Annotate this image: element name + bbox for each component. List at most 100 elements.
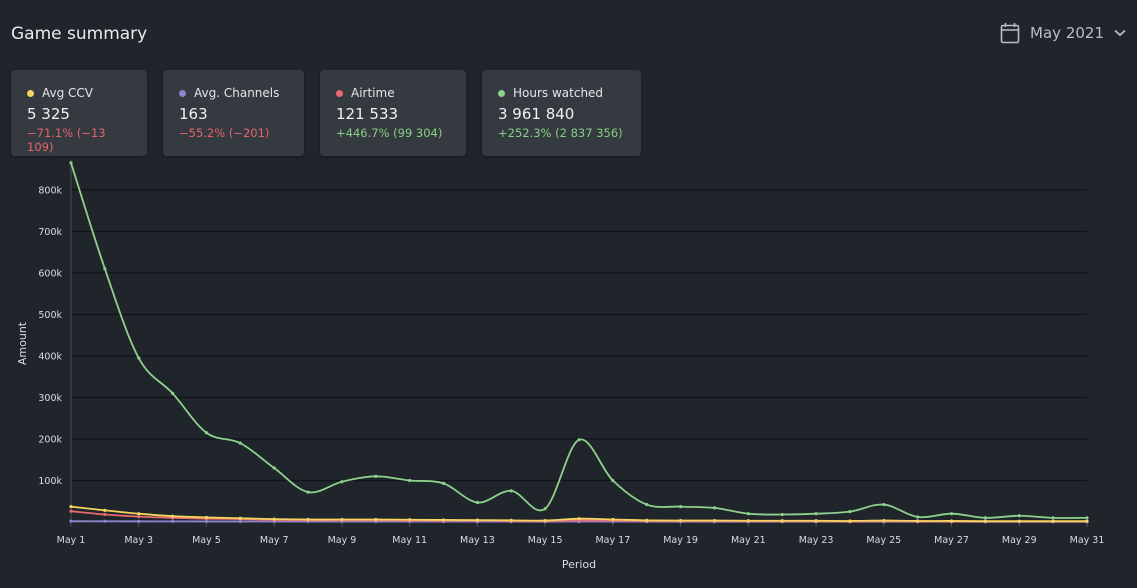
data-point[interactable]: [611, 517, 615, 522]
series-line: [69, 161, 1089, 520]
data-point[interactable]: [238, 516, 242, 520]
data-point[interactable]: [1017, 514, 1021, 518]
y-tick-label: 500k: [38, 310, 62, 321]
data-point[interactable]: [204, 431, 209, 435]
data-point[interactable]: [103, 508, 107, 512]
data-point[interactable]: [645, 518, 649, 522]
data-point[interactable]: [1051, 516, 1055, 520]
card-delta: +446.7% (99 304): [336, 126, 443, 140]
data-point[interactable]: [441, 481, 446, 485]
data-point[interactable]: [272, 466, 276, 470]
data-point[interactable]: [137, 519, 141, 523]
calendar-icon: [1000, 23, 1020, 44]
card-avg-ccv: Avg CCV 5 325 −71.1% (−13 109): [11, 70, 147, 156]
card-value: 5 325: [27, 105, 70, 123]
data-point[interactable]: [103, 519, 107, 523]
data-point[interactable]: [103, 512, 107, 517]
data-point[interactable]: [103, 267, 107, 271]
data-point[interactable]: [814, 512, 818, 516]
period-label[interactable]: May 2021: [1030, 24, 1104, 42]
x-axis-title: Period: [562, 558, 596, 571]
card-value: 121 533: [336, 105, 399, 123]
data-point[interactable]: [509, 489, 513, 493]
data-point[interactable]: [137, 515, 141, 519]
data-point[interactable]: [340, 480, 344, 484]
data-point[interactable]: [374, 517, 378, 522]
y-tick-label: 600k: [38, 268, 62, 279]
data-point[interactable]: [306, 490, 310, 494]
data-point[interactable]: [69, 519, 73, 523]
y-tick-label: 200k: [38, 434, 62, 445]
x-tick-label: May 29: [1002, 535, 1037, 546]
data-point[interactable]: [69, 505, 73, 509]
data-point[interactable]: [441, 518, 446, 522]
data-point[interactable]: [204, 515, 209, 520]
data-point[interactable]: [1085, 516, 1089, 520]
x-tick-label: May 1: [57, 535, 86, 546]
data-point[interactable]: [577, 438, 581, 442]
data-point[interactable]: [408, 478, 412, 483]
data-point[interactable]: [475, 500, 479, 505]
data-point[interactable]: [814, 519, 818, 523]
data-point[interactable]: [780, 519, 784, 523]
data-point[interactable]: [916, 519, 920, 523]
card-label: Avg CCV: [42, 86, 94, 100]
data-point[interactable]: [272, 517, 276, 521]
data-point[interactable]: [1017, 519, 1021, 523]
card-value: 3 961 840: [498, 105, 575, 123]
y-tick-label: 100k: [38, 476, 62, 487]
card-hours-watched: Hours watched 3 961 840 +252.3% (2 837 3…: [482, 70, 641, 156]
data-point[interactable]: [1051, 519, 1055, 523]
data-point[interactable]: [848, 519, 852, 523]
series-line: [69, 505, 1089, 523]
data-point[interactable]: [238, 441, 242, 445]
data-point[interactable]: [882, 502, 886, 507]
data-point[interactable]: [69, 161, 73, 165]
data-point[interactable]: [408, 518, 412, 522]
data-point[interactable]: [171, 514, 175, 518]
data-point[interactable]: [475, 518, 479, 522]
data-point[interactable]: [543, 518, 547, 523]
data-point[interactable]: [983, 516, 988, 520]
grid-lines: [71, 189, 1087, 482]
data-point[interactable]: [577, 517, 581, 521]
data-point[interactable]: [171, 519, 175, 523]
x-tick-label: May 13: [460, 535, 495, 546]
x-tick-label: May 21: [731, 535, 766, 546]
data-point[interactable]: [306, 517, 310, 522]
data-point[interactable]: [780, 512, 784, 517]
data-point[interactable]: [137, 356, 141, 360]
data-point[interactable]: [983, 519, 988, 523]
data-point[interactable]: [204, 519, 209, 524]
data-point[interactable]: [543, 507, 547, 511]
y-tick-label: 700k: [38, 227, 62, 238]
period-selector[interactable]: May 2021: [1000, 22, 1126, 44]
data-point[interactable]: [69, 509, 73, 513]
card-delta: −71.1% (−13 109): [27, 126, 106, 154]
data-point[interactable]: [712, 506, 717, 510]
data-point[interactable]: [949, 512, 954, 516]
data-point[interactable]: [679, 518, 683, 523]
data-point[interactable]: [509, 518, 513, 522]
y-tick-label: 800k: [38, 185, 62, 196]
data-point[interactable]: [746, 519, 750, 523]
data-point[interactable]: [949, 519, 954, 523]
series-dot: [498, 89, 505, 97]
x-tick-label: May 15: [528, 535, 563, 546]
data-point[interactable]: [374, 474, 378, 478]
data-point[interactable]: [916, 515, 920, 519]
data-point[interactable]: [340, 517, 344, 522]
chevron-down-icon[interactable]: [1114, 29, 1126, 37]
data-point[interactable]: [679, 505, 683, 509]
data-point[interactable]: [746, 512, 750, 516]
data-point[interactable]: [645, 502, 649, 507]
data-point[interactable]: [882, 518, 886, 523]
data-point[interactable]: [238, 519, 242, 524]
x-tick-label: May 7: [260, 535, 289, 546]
data-point[interactable]: [137, 512, 141, 516]
data-point[interactable]: [611, 478, 615, 483]
data-point[interactable]: [848, 510, 852, 514]
data-point[interactable]: [1085, 519, 1089, 523]
data-point[interactable]: [171, 391, 175, 395]
data-point[interactable]: [712, 518, 717, 523]
